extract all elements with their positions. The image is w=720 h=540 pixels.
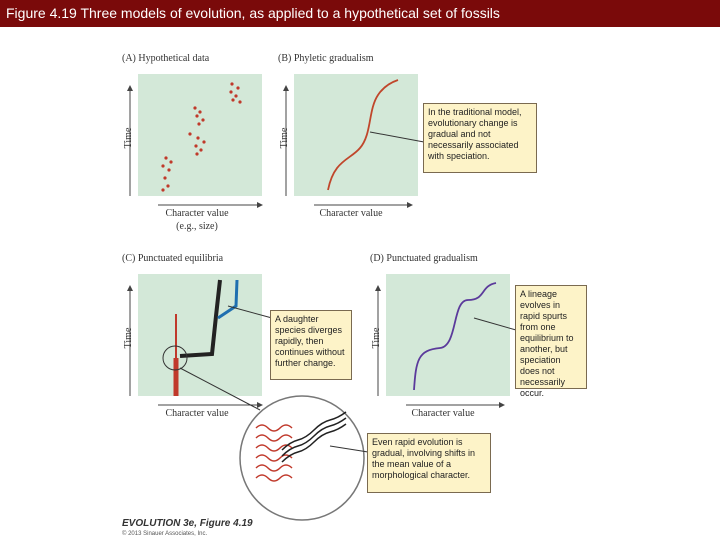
panel-label: (D) Punctuated gradualism [370, 253, 478, 264]
lineage-curve [413, 282, 497, 391]
panel-label: (B) Phyletic gradualism [278, 53, 374, 64]
y-axis-label: Time [279, 127, 290, 148]
panel-label: (A) Hypothetical data [122, 53, 210, 64]
y-axis-label: Time [123, 327, 134, 348]
y-axis-label: Time [371, 327, 382, 348]
y-axis-label: Time [123, 127, 134, 148]
x-axis-label: Character value [319, 208, 383, 219]
x-axis-label: Character value [165, 408, 229, 419]
leader-line [369, 131, 425, 143]
inset-circle [239, 395, 365, 521]
zoom-circle [162, 345, 188, 371]
daughter-branch [217, 279, 239, 320]
slide-title: Figure 4.19 Three models of evolution, a… [0, 0, 720, 27]
plot-area [138, 274, 262, 396]
leader-line [473, 317, 517, 331]
copyright: © 2013 Sinauer Associates, Inc. [122, 531, 208, 537]
inset-distributions [255, 411, 347, 482]
x-axis-note: (e.g., size) [176, 221, 218, 232]
plot-area [294, 74, 418, 196]
leader-line [329, 445, 369, 453]
zoom-line [179, 367, 261, 411]
plot-area [138, 74, 262, 196]
fossil-dots [161, 82, 242, 192]
plot-area [386, 274, 510, 396]
x-axis-label: Character value [165, 208, 229, 219]
panel-label: (C) Punctuated equilibria [122, 253, 224, 264]
x-axis-label: Character value [411, 408, 475, 419]
callout: A daughter species diverges rapidly, the… [270, 310, 352, 380]
callout: A lineage evolves in rapid spurts from o… [515, 285, 587, 398]
callout: Even rapid evolution is gradual, involvi… [367, 433, 491, 493]
lineage-curve [327, 79, 399, 191]
source-title: EVOLUTION 3e, Figure 4.19 [122, 518, 253, 529]
callout: In the traditional model, evolutionary c… [423, 103, 537, 173]
leader-line [227, 305, 273, 319]
daughter-lineage [179, 279, 222, 358]
